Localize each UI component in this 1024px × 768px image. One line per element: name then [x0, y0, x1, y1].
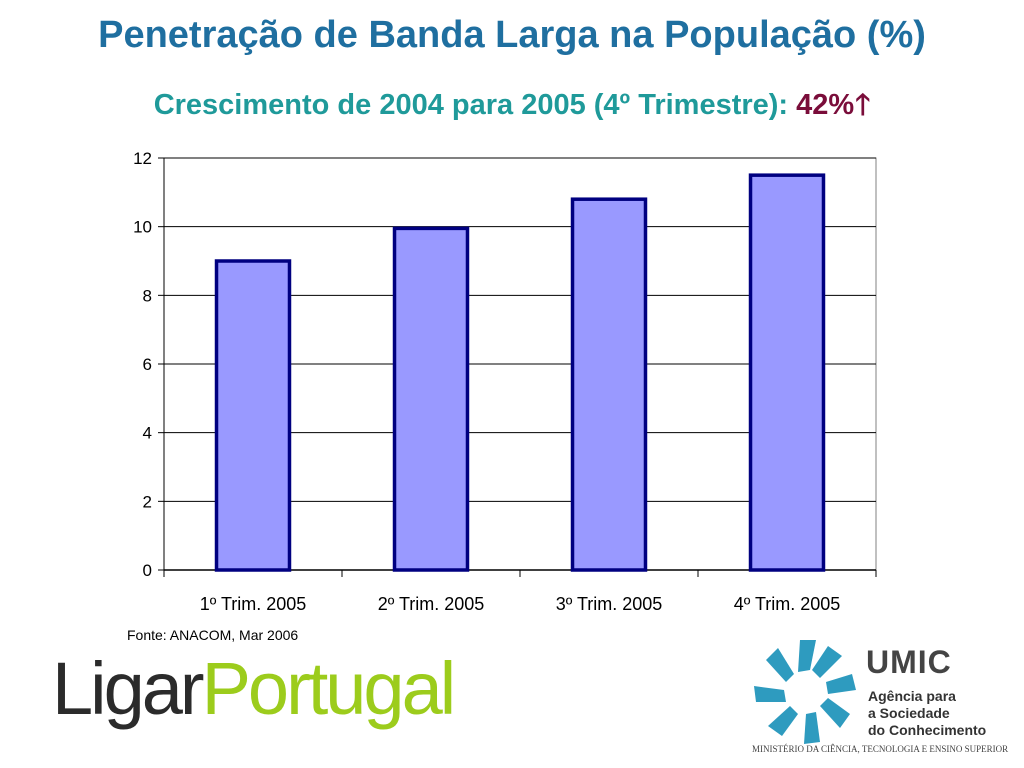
umic-logo: UMIC Agência para a Sociedade do Conheci… [748, 632, 1018, 762]
page-title: Penetração de Banda Larga na População (… [98, 14, 926, 56]
growth-value: 42% [796, 89, 855, 121]
x-tick-label: 2º Trim. 2005 [378, 594, 485, 614]
y-tick-label: 10 [133, 218, 152, 237]
growth-subtitle: Crescimento de 2004 para 2005 (4º Trimes… [0, 84, 1024, 133]
umic-tagline-1: Agência para [868, 688, 956, 704]
bar [570, 197, 648, 572]
x-tick-label: 1º Trim. 2005 [200, 594, 307, 614]
ministry-label: MINISTÉRIO DA CIÊNCIA, TECNOLOGIA E ENSI… [752, 744, 1009, 754]
umic-emblem-icon [754, 640, 856, 744]
umic-name: UMIC [866, 644, 952, 680]
y-tick-label: 2 [143, 492, 152, 511]
y-tick-label: 12 [133, 149, 152, 168]
y-tick-label: 6 [143, 355, 152, 374]
bar [392, 226, 470, 572]
umic-tagline-3: do Conhecimento [868, 722, 987, 738]
y-tick-label: 4 [143, 424, 152, 443]
growth-subtitle-label: Crescimento de 2004 para 2005 (4º Trimes… [153, 89, 789, 121]
bar [748, 173, 826, 572]
ligar-logo-text: Ligar [52, 647, 205, 730]
y-tick-label: 8 [143, 286, 152, 305]
up-arrow-icon: 🡑 [855, 89, 871, 121]
x-tick-label: 4º Trim. 2005 [734, 594, 841, 614]
umic-tagline-2: a Sociedade [868, 705, 950, 721]
bar [214, 259, 292, 572]
portugal-logo-text: Portugal [201, 647, 457, 730]
source-note: Fonte: ANACOM, Mar 2006 [127, 627, 299, 643]
x-tick-label: 3º Trim. 2005 [556, 594, 663, 614]
y-tick-label: 0 [143, 561, 152, 580]
ligar-portugal-logo: LigarPortugal [52, 652, 456, 726]
